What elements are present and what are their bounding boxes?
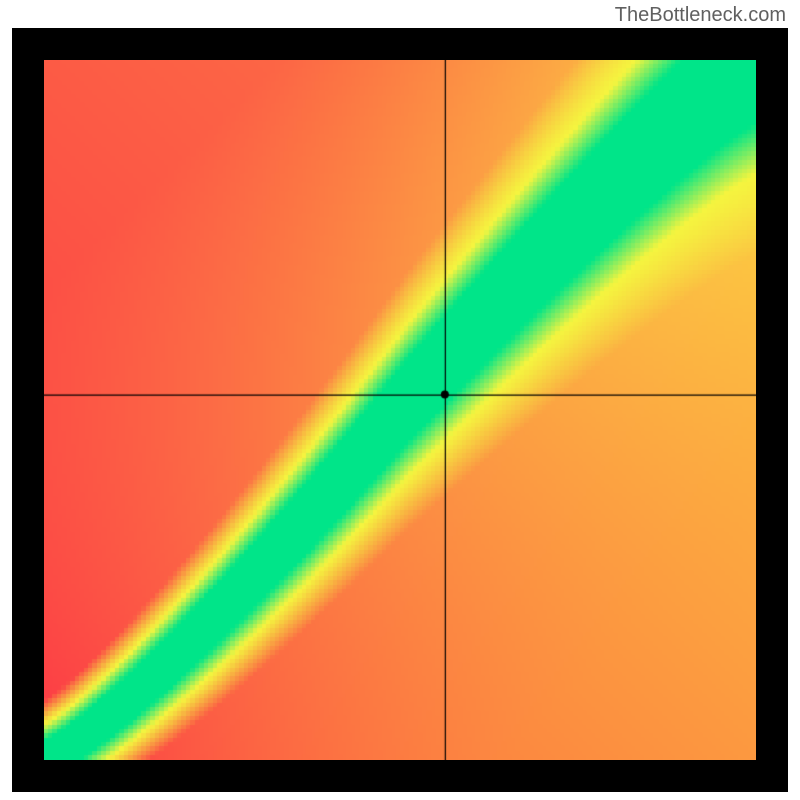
crosshair-overlay xyxy=(44,60,756,760)
watermark-text: TheBottleneck.com xyxy=(615,4,786,27)
chart-container: TheBottleneck.com xyxy=(0,0,800,800)
plot-area xyxy=(44,60,756,760)
plot-frame xyxy=(12,28,788,792)
